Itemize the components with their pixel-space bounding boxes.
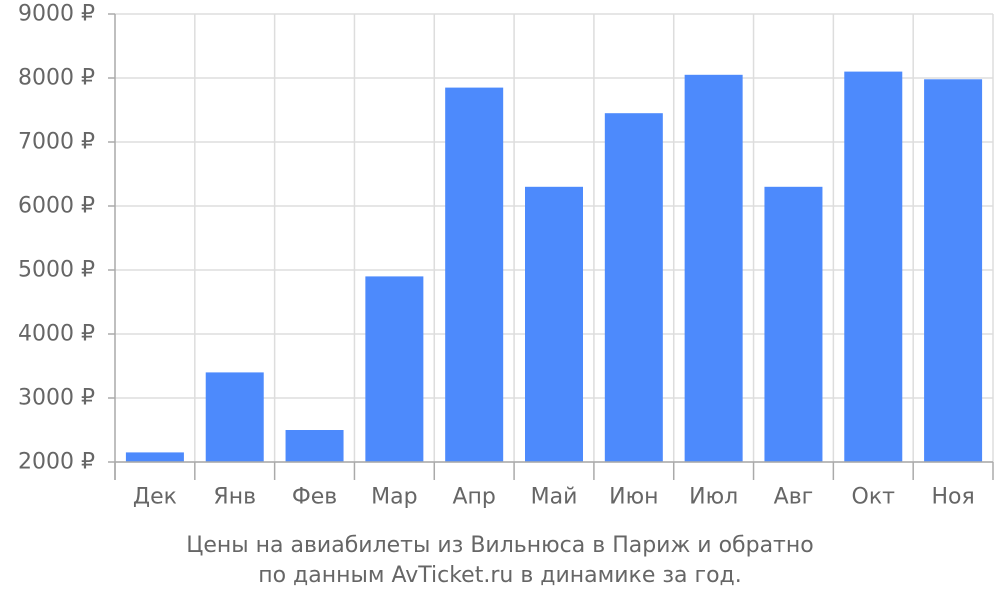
bar-6 [604,113,663,462]
y-tick-label: 3000 ₽ [18,386,95,411]
y-tick-label: 5000 ₽ [18,258,95,283]
y-tick-label: 9000 ₽ [18,2,95,27]
chart-caption-line-2: по данным AvTicket.ru в динамике за год. [258,563,742,588]
axes [108,13,994,480]
y-tick-label: 7000 ₽ [18,130,95,155]
x-tick-label: Ноя [931,485,974,510]
x-tick-label: Авг [774,485,814,510]
bars [125,71,983,463]
x-tick-label: Июн [609,485,658,510]
bar-10 [924,79,983,462]
y-tick-label: 4000 ₽ [18,322,95,347]
x-tick-label: Окт [852,485,896,510]
x-tick-label: Дек [133,485,177,510]
x-tick-label: Мар [371,485,417,510]
x-tick-label: Апр [452,485,495,510]
bar-0 [125,452,184,462]
x-tick-label: Июл [689,485,738,510]
bar-8 [764,186,823,463]
y-tick-label: 2000 ₽ [18,450,95,475]
x-tick-label: Янв [213,485,256,510]
bar-7 [684,74,743,463]
y-tick-label: 8000 ₽ [18,66,95,91]
x-tick-label: Май [531,485,578,510]
bar-5 [525,186,583,463]
y-tick-labels: 2000 ₽ 3000 ₽ 4000 ₽ 5000 ₽ 6000 ₽ 7000 ₽ 8000… [18,2,95,475]
bar-9 [844,71,903,462]
bar-3 [365,276,424,462]
bar-2 [285,430,344,462]
bar-4 [445,87,504,462]
x-tick-labels: Дек Янв Фев Мар Апр Май Июн Июл Авг Окт Ноя [133,485,975,510]
bar-1 [205,372,264,462]
chart-caption-line-1: Цены на авиабилеты из Вильнюса в Париж и… [186,533,814,558]
y-tick-label: 6000 ₽ [18,194,95,219]
x-tick-label: Фев [292,485,337,510]
